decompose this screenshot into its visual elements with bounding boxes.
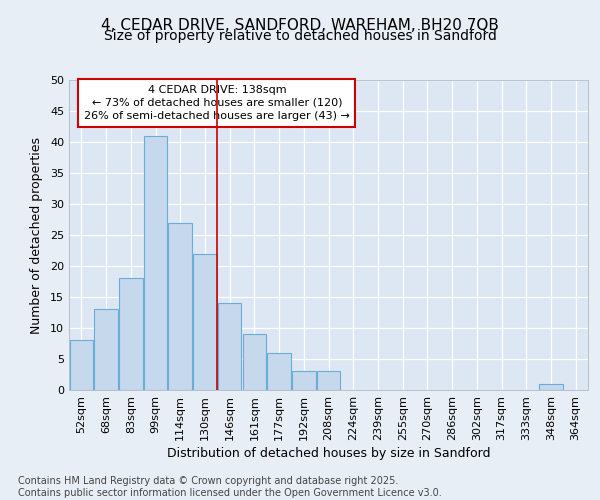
Text: Contains HM Land Registry data © Crown copyright and database right 2025.
Contai: Contains HM Land Registry data © Crown c… <box>18 476 442 498</box>
Text: 4 CEDAR DRIVE: 138sqm
← 73% of detached houses are smaller (120)
26% of semi-det: 4 CEDAR DRIVE: 138sqm ← 73% of detached … <box>84 84 350 121</box>
Bar <box>193 254 217 390</box>
Bar <box>317 372 340 390</box>
Y-axis label: Number of detached properties: Number of detached properties <box>30 136 43 334</box>
X-axis label: Distribution of detached houses by size in Sandford: Distribution of detached houses by size … <box>167 447 490 460</box>
Bar <box>539 384 563 390</box>
Bar <box>242 334 266 390</box>
Text: 4, CEDAR DRIVE, SANDFORD, WAREHAM, BH20 7QB: 4, CEDAR DRIVE, SANDFORD, WAREHAM, BH20 … <box>101 18 499 32</box>
Bar <box>119 278 143 390</box>
Bar <box>70 340 93 390</box>
Bar <box>94 310 118 390</box>
Bar <box>292 372 316 390</box>
Text: Size of property relative to detached houses in Sandford: Size of property relative to detached ho… <box>104 29 496 43</box>
Bar <box>268 353 291 390</box>
Bar <box>169 222 192 390</box>
Bar <box>144 136 167 390</box>
Bar <box>218 303 241 390</box>
